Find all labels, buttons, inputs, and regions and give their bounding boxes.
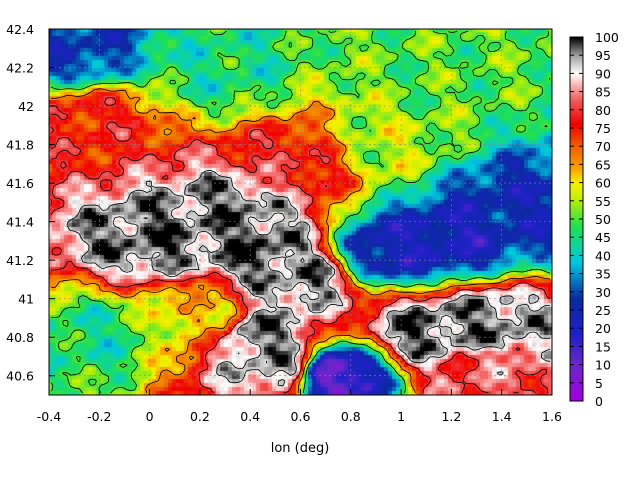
- x-tick-label: 0.2: [190, 409, 210, 424]
- y-tick-label: 41.8: [6, 138, 34, 153]
- colorbar-tick-label: 15: [595, 339, 611, 354]
- colorbar-tick-label: 5: [595, 376, 603, 391]
- x-tick-label: 1: [397, 409, 405, 424]
- y-tick-label: 42.2: [6, 61, 34, 76]
- x-tick-label: -0.4: [37, 409, 61, 424]
- colorbar-tick-label: 50: [595, 212, 611, 227]
- colorbar-tick-label: 45: [595, 230, 611, 245]
- colorbar-ticks: 0 5 10 15 20 25 30 35 40 45 50 55 60 65 70 75 80 85 90 95 10…: [570, 30, 619, 409]
- x-tick-label: -0.2: [87, 409, 111, 424]
- colorbar-tick-label: 30: [595, 285, 611, 300]
- colorbar-tick-label: 20: [595, 321, 611, 336]
- x-tick-label: 0.4: [240, 409, 260, 424]
- x-tick-label: 0: [146, 409, 154, 424]
- y-tick-label: 41.6: [6, 176, 34, 191]
- y-axis-ticks: 40.6 40.8 41 41.2 41.4 41.6 41.8 42 42.2 42.4: [6, 22, 55, 384]
- colorbar-tick-label: 35: [595, 267, 611, 282]
- colorbar-tick-label: 85: [595, 85, 611, 100]
- x-tick-label: 0.8: [341, 409, 361, 424]
- colorbar-tick-label: 0: [595, 394, 603, 409]
- y-tick-label: 40.6: [6, 369, 34, 384]
- x-axis-label: lon (deg): [271, 441, 330, 456]
- x-tick-label: 1.6: [542, 409, 562, 424]
- x-tick-label: 1.4: [492, 409, 512, 424]
- y-tick-label: 41: [18, 292, 34, 307]
- colorbar-tick-label: 90: [595, 66, 611, 81]
- colorbar-tick-label: 40: [595, 248, 611, 263]
- colorbar-tick-label: 95: [595, 48, 611, 63]
- colorbar-tick-label: 60: [595, 176, 611, 191]
- colorbar-tick-label: 10: [595, 358, 611, 373]
- colorbar-tick-label: 80: [595, 103, 611, 118]
- colorbar-tick-label: 55: [595, 194, 611, 209]
- y-tick-label: 42: [18, 99, 34, 114]
- y-tick-label: 41.2: [6, 253, 34, 268]
- contour-line-0: [50, 30, 551, 394]
- y-tick-label: 40.8: [6, 330, 34, 345]
- x-axis-ticks: -0.4 -0.2 0 0.2 0.4 0.6 0.8 1 1.2 1.4 1.6: [37, 389, 562, 424]
- colorbar-tick-label: 100: [595, 30, 619, 45]
- y-tick-label: 42.4: [6, 22, 34, 37]
- colorbar-tick-label: 75: [595, 121, 611, 136]
- contour-line-1: [50, 88, 551, 394]
- colorbar-tick-label: 25: [595, 303, 611, 318]
- grid-lines: [49, 29, 552, 395]
- y-tick-label: 41.4: [6, 215, 34, 230]
- colorbar-tick-label: 65: [595, 157, 611, 172]
- contour-line-2: [50, 97, 551, 394]
- contour-lines: [50, 30, 551, 394]
- contour-line-3: [66, 170, 551, 387]
- colorbar-tick-label: 70: [595, 139, 611, 154]
- x-tick-label: 1.2: [441, 409, 461, 424]
- x-tick-label: 0.6: [291, 409, 311, 424]
